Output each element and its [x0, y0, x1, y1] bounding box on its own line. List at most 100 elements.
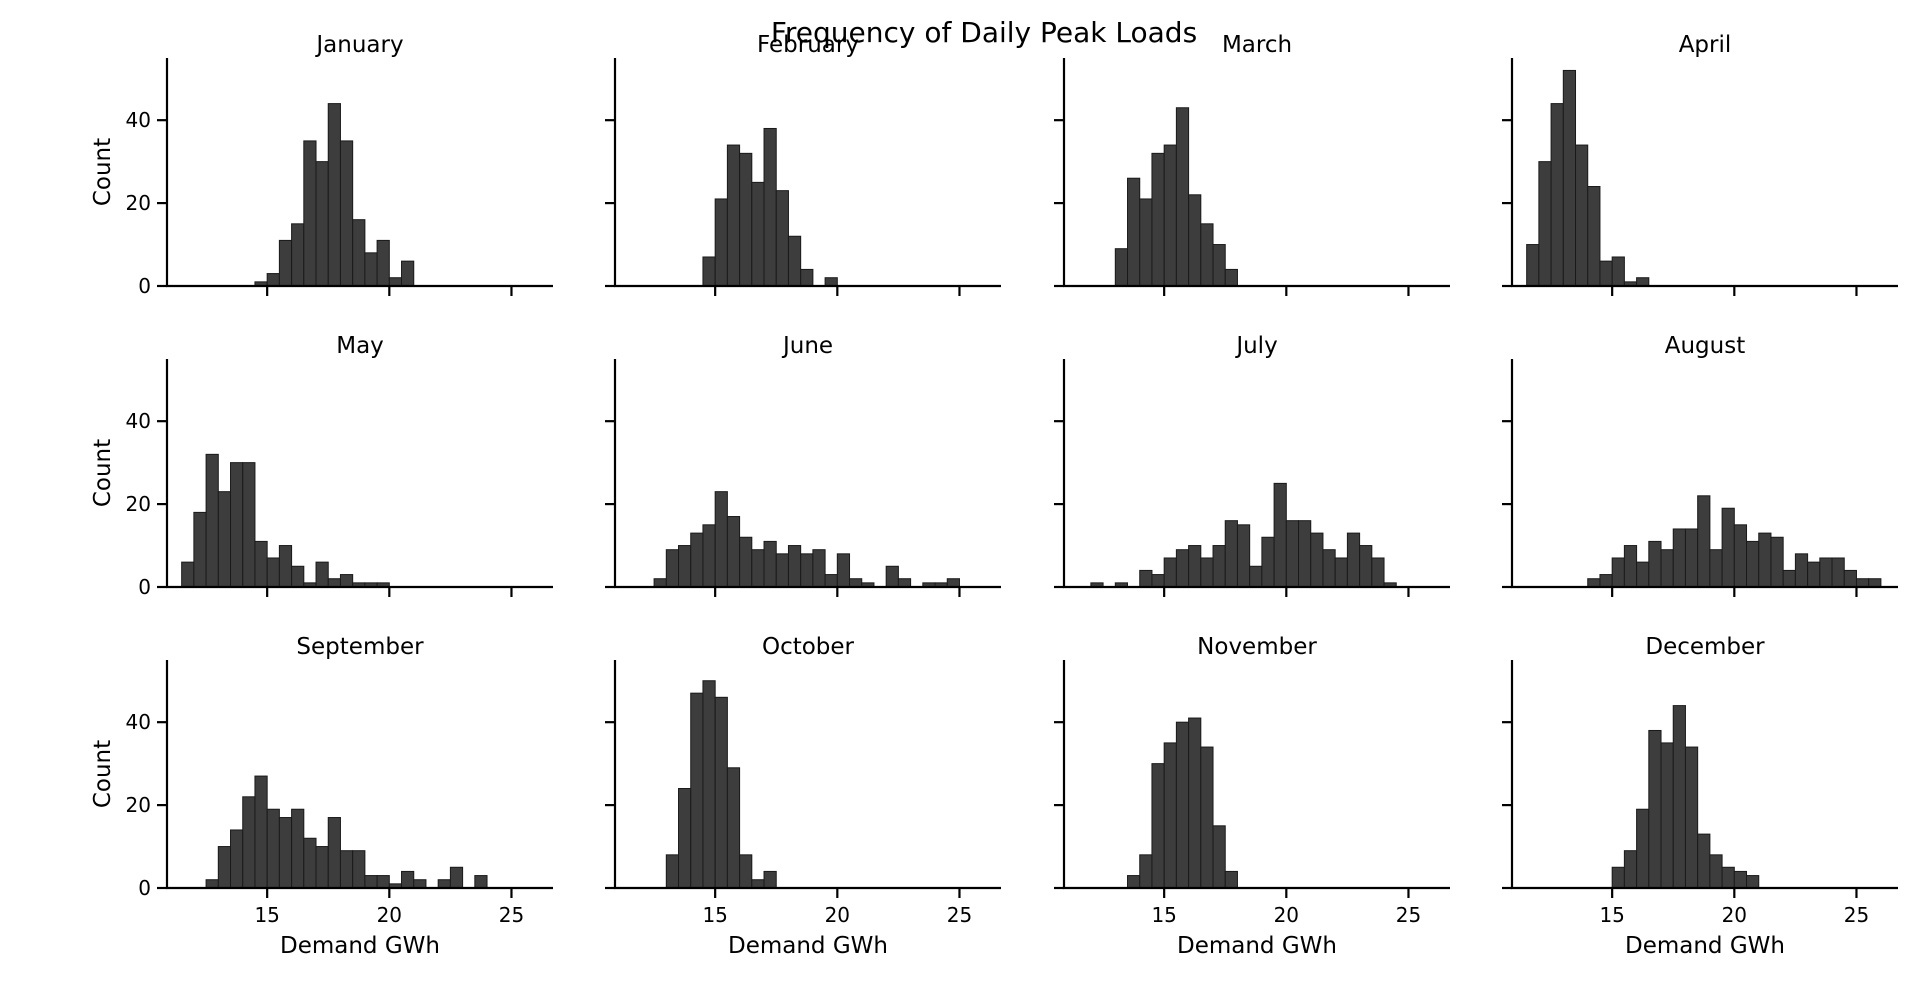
histogram-panel-june: June: [605, 333, 1001, 597]
histogram-bar: [690, 532, 704, 588]
histogram-bar: [775, 553, 789, 588]
y-axis-label: Count: [90, 138, 116, 206]
histogram-bar: [665, 549, 680, 588]
histogram-bar: [376, 239, 390, 287]
histogram-bar: [1807, 561, 1821, 588]
histogram-bar: [1733, 870, 1748, 889]
histogram-panel-november: November 15 20 25 Demand GWh: [1054, 634, 1450, 959]
histogram-bar: [1746, 875, 1760, 889]
histogram-bar: [1139, 198, 1153, 287]
histogram-bar: [230, 462, 244, 588]
histogram-bar: [1855, 578, 1870, 588]
histogram-bar: [1163, 557, 1177, 588]
figure-title: Frequency of Daily Peak Loads: [771, 16, 1197, 49]
histogram-bar: [787, 235, 802, 287]
histogram-bar: [739, 854, 753, 889]
histogram-bar: [1359, 545, 1373, 588]
histogram-bar: [1334, 557, 1348, 588]
y-tick-label: 40: [126, 710, 151, 734]
y-tick-label: 0: [138, 876, 151, 900]
histogram-bar: [1249, 565, 1263, 588]
histogram-bar: [1721, 507, 1735, 588]
histogram-bar: [352, 850, 366, 889]
histogram-bar: [751, 879, 765, 889]
histogram-panel-may: May 0 20 40 Count: [90, 333, 553, 599]
histogram-bar: [1236, 524, 1251, 588]
histogram-bar: [763, 127, 777, 287]
histogram-bar: [1163, 742, 1177, 889]
panel-title: December: [1645, 634, 1765, 660]
histogram-bar: [1599, 574, 1613, 588]
x-tick-label: 20: [377, 903, 402, 927]
histogram-panel-march: March: [1054, 32, 1450, 296]
x-axis-label: Demand GWh: [1177, 933, 1337, 959]
panel-title: January: [314, 32, 403, 58]
y-tick-label: 0: [138, 274, 151, 298]
histogram-bar: [726, 144, 741, 287]
histogram-bar: [291, 808, 305, 889]
histogram-bar: [665, 854, 680, 889]
x-tick-label: 15: [1599, 903, 1624, 927]
panel-title: June: [781, 333, 833, 359]
histogram-bar: [1684, 746, 1699, 889]
histogram-bar: [739, 536, 753, 588]
histogram-bar: [653, 578, 667, 588]
histogram-bar: [364, 252, 378, 287]
histogram-bar: [1562, 69, 1577, 287]
histogram-bar: [1151, 574, 1165, 588]
histogram-bar: [775, 190, 789, 287]
histogram-bar: [751, 549, 765, 588]
histogram-bar: [193, 511, 207, 588]
histogram-bar: [352, 219, 366, 287]
histogram-bar: [1151, 763, 1165, 889]
panel-title: August: [1665, 333, 1746, 359]
histogram-bar: [474, 875, 488, 889]
y-tick-label: 0: [138, 575, 151, 599]
x-tick-label: 20: [1274, 903, 1299, 927]
histogram-bar: [1575, 144, 1589, 287]
histogram-bar: [254, 540, 268, 588]
histogram-bar: [678, 545, 692, 588]
y-tick-label: 20: [126, 793, 151, 817]
histogram-bar: [1697, 833, 1711, 889]
histogram-bar: [254, 775, 268, 889]
histogram-bar: [800, 268, 814, 287]
histogram-panel-april: April: [1502, 32, 1898, 296]
histogram-bar: [1868, 578, 1882, 588]
x-tick-label: 15: [702, 903, 727, 927]
histogram-bar: [1611, 557, 1625, 588]
histogram-bar: [1212, 545, 1226, 588]
y-tick-label: 40: [126, 108, 151, 132]
panel-title: November: [1197, 634, 1317, 660]
histogram-bar: [327, 103, 341, 287]
histogram-bar: [278, 817, 293, 889]
histogram-bar: [1175, 721, 1190, 889]
histogram-bar: [278, 239, 293, 287]
y-axis-label: Count: [90, 439, 116, 507]
histogram-bar: [1273, 482, 1287, 588]
histogram-bar: [1224, 520, 1238, 588]
histogram-bar: [812, 549, 826, 588]
histogram-bar: [437, 879, 451, 889]
histogram-panel-september: September 0 20 40 15 20 25 Count Demand GWh: [90, 634, 553, 959]
histogram-bar: [690, 692, 704, 889]
histogram-panel-october: October 15 20 25 Demand GWh: [605, 634, 1001, 959]
histogram-panel-august: August: [1502, 333, 1898, 597]
histogram-bar: [401, 870, 415, 889]
x-tick-label: 25: [1396, 903, 1421, 927]
histogram-bar: [1526, 244, 1540, 287]
histogram-bar: [1611, 256, 1625, 287]
histogram-bar: [1346, 532, 1361, 588]
histogram-bar: [714, 696, 728, 889]
histogram-bar: [376, 875, 390, 889]
histogram-bar: [1697, 495, 1711, 588]
histogram-bar: [1175, 107, 1190, 287]
histogram-bar: [714, 198, 728, 287]
histogram-bar: [1188, 545, 1202, 588]
histogram-bar: [1151, 152, 1165, 287]
histogram-bar: [1636, 808, 1650, 889]
histogram-bar: [1709, 549, 1723, 588]
histogram-bar: [1636, 277, 1650, 287]
histogram-bar: [836, 553, 851, 588]
x-axis-label: Demand GWh: [1625, 933, 1785, 959]
